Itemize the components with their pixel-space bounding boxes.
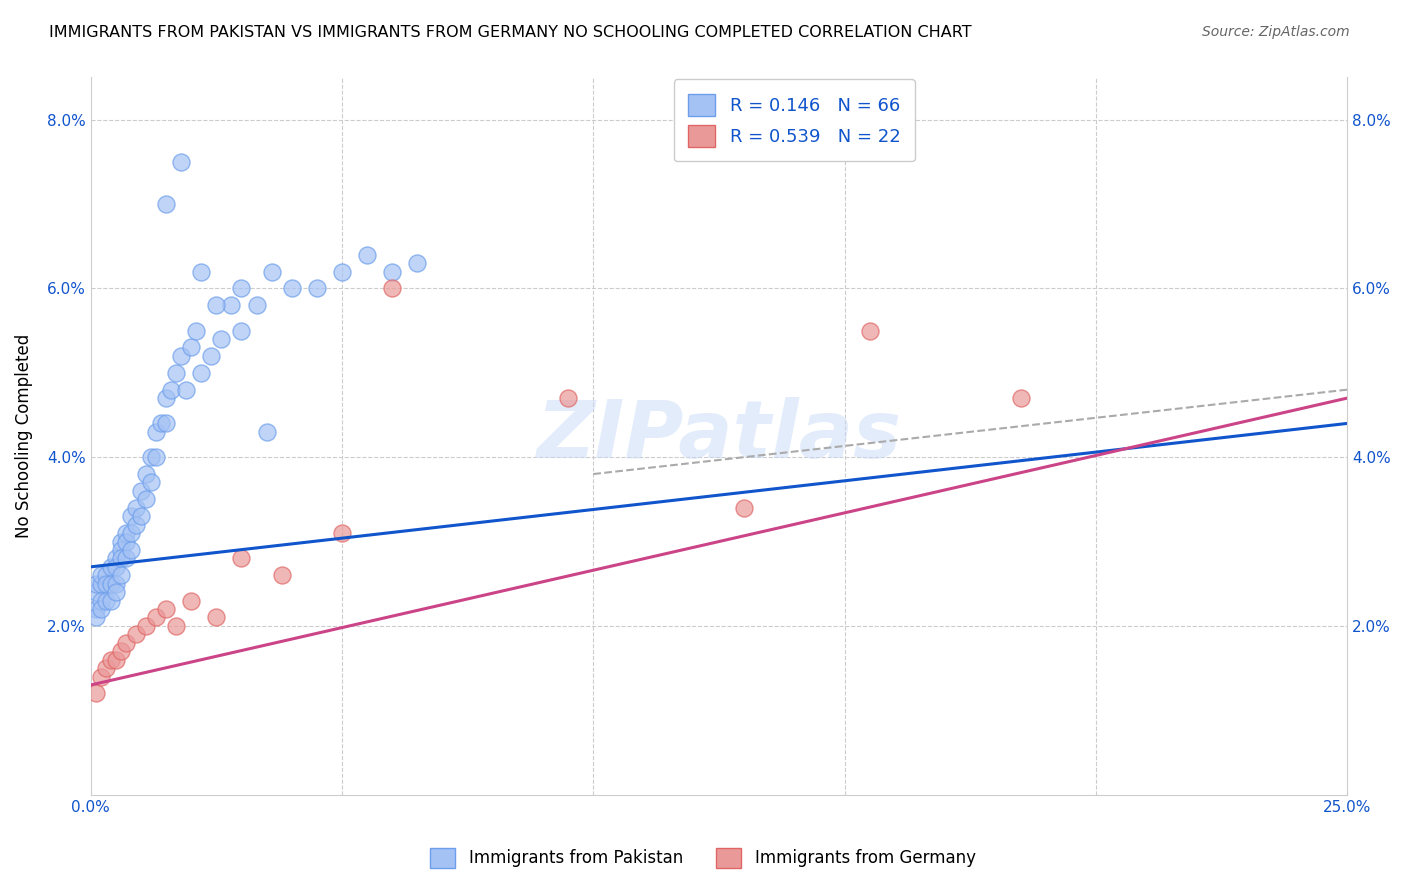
Point [139,450,162,465]
Text: IMMIGRANTS FROM PAKISTAN VS IMMIGRANTS FROM GERMANY NO SCHOOLING COMPLETED CORRE: IMMIGRANTS FROM PAKISTAN VS IMMIGRANTS F… [49,25,972,40]
Point [90,593,112,607]
Point [110,568,132,582]
Point [100,576,122,591]
Point [231,281,253,295]
Point [90,669,112,683]
Point [145,425,167,439]
Point [110,551,132,566]
Point [125,500,148,515]
Point [180,593,202,607]
Point [406,256,429,270]
Point [231,551,253,566]
Point [305,281,328,295]
Point [84,610,107,624]
Point [135,467,157,481]
Point [104,551,127,566]
Point [145,610,167,624]
Point [125,517,148,532]
Point [100,593,122,607]
Point [170,349,193,363]
Point [165,366,187,380]
Point [125,627,148,641]
Point [84,585,107,599]
Point [104,653,127,667]
Point [260,264,283,278]
Point [381,264,404,278]
Point [190,264,212,278]
Point [155,602,177,616]
Y-axis label: No Schooling Completed: No Schooling Completed [15,334,32,538]
Point [270,568,292,582]
Point [280,281,302,295]
Point [84,576,107,591]
Point [129,509,152,524]
Point [120,509,142,524]
Point [231,324,253,338]
Point [110,543,132,558]
Point [155,417,177,431]
Point [135,619,157,633]
Point [135,492,157,507]
Point [94,593,117,607]
Point [200,349,222,363]
Point [114,551,136,566]
Point [104,585,127,599]
Point [114,534,136,549]
Point [84,686,107,700]
Point [557,391,579,405]
Point [90,568,112,582]
Point [205,610,228,624]
Point [110,534,132,549]
Point [100,653,122,667]
Point [170,154,193,169]
Point [155,391,177,405]
Point [120,543,142,558]
Point [145,450,167,465]
Point [186,324,208,338]
Point [209,332,232,346]
Point [330,526,353,541]
Point [330,264,353,278]
Point [114,526,136,541]
Point [190,366,212,380]
Point [174,383,197,397]
Point [381,281,404,295]
Point [256,425,278,439]
Point [1010,391,1032,405]
Point [139,475,162,490]
Point [150,417,173,431]
Point [100,559,122,574]
Legend: R = 0.146   N = 66, R = 0.539   N = 22: R = 0.146 N = 66, R = 0.539 N = 22 [673,79,915,161]
Point [245,298,267,312]
Text: ZIPatlas: ZIPatlas [537,397,901,475]
Point [120,526,142,541]
Point [165,619,187,633]
Point [221,298,243,312]
Point [180,341,202,355]
Text: Source: ZipAtlas.com: Source: ZipAtlas.com [1202,25,1350,39]
Point [94,568,117,582]
Point [104,559,127,574]
Point [859,324,882,338]
Point [160,383,183,397]
Point [155,197,177,211]
Point [104,576,127,591]
Legend: Immigrants from Pakistan, Immigrants from Germany: Immigrants from Pakistan, Immigrants fro… [423,841,983,875]
Point [110,644,132,658]
Point [114,636,136,650]
Point [94,661,117,675]
Point [84,602,107,616]
Point [129,483,152,498]
Point [205,298,228,312]
Point [733,500,755,515]
Point [90,576,112,591]
Point [94,576,117,591]
Point [90,602,112,616]
Point [356,247,378,261]
